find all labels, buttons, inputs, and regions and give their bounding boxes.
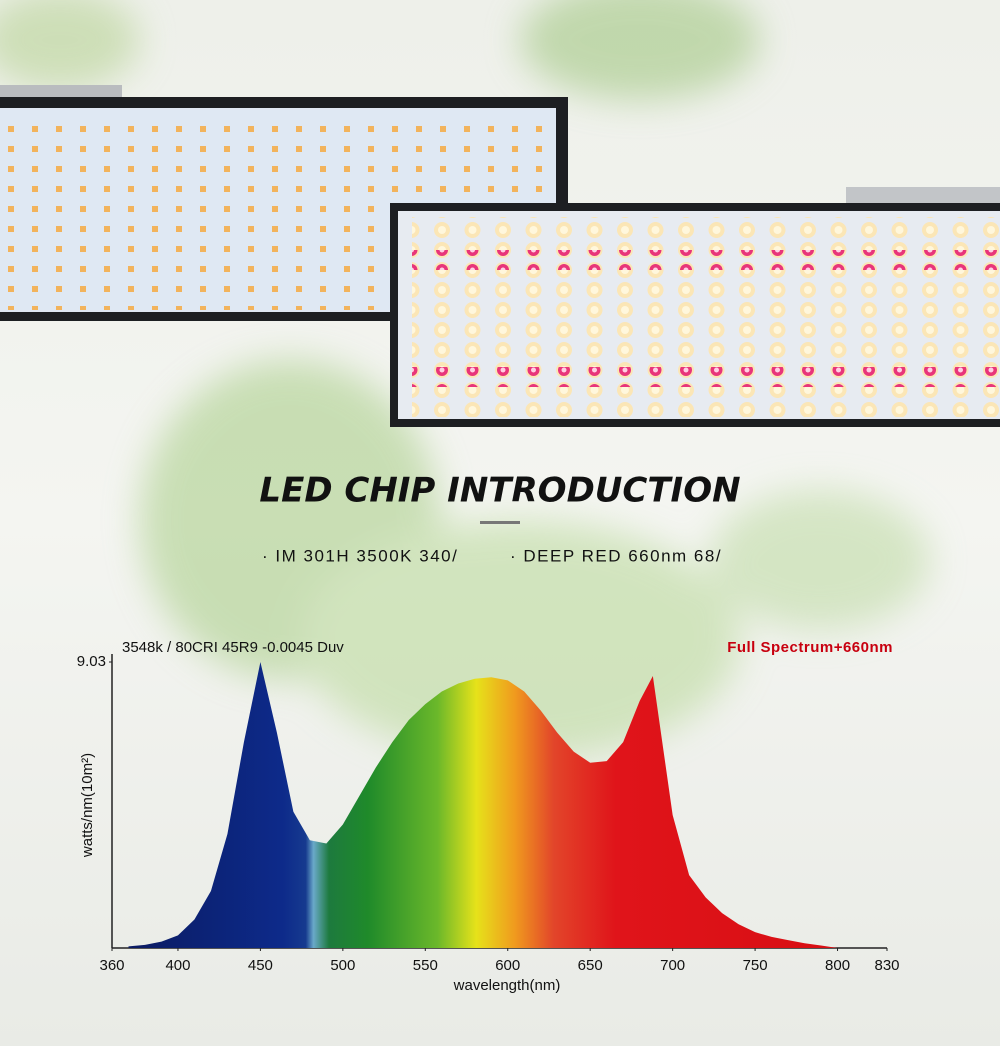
y-axis-label: watts/nm(10m²) <box>79 753 96 858</box>
x-tick-label: 500 <box>330 957 355 974</box>
spectrum-area <box>128 662 838 948</box>
x-tick-label: 700 <box>660 957 685 974</box>
x-axis-label: wavelength(nm) <box>453 977 561 994</box>
x-tick-label: 750 <box>743 957 768 974</box>
red-chips <box>412 250 1000 270</box>
x-tick-label: 360 <box>99 957 124 974</box>
x-tick-label: 450 <box>248 957 273 974</box>
x-tick-label: 600 <box>495 957 520 974</box>
panel-handle <box>846 187 1000 205</box>
section-title: LED CHIP INTRODUCTION <box>259 471 740 511</box>
annotation: Full Spectrum+660nm <box>727 639 893 656</box>
bullet: · IM 301H 3500K 340/ <box>262 546 458 565</box>
bullet: · DEEP RED 660nm 68/ <box>510 546 722 565</box>
lettuce-background <box>0 0 930 760</box>
red-chips <box>412 367 1000 387</box>
y-tick-label: 9.03 <box>77 653 106 670</box>
x-tick-label: 550 <box>413 957 438 974</box>
x-tick-label: 800 <box>825 957 850 974</box>
title-underline <box>480 521 520 524</box>
annotation: 3548k / 80CRI 45R9 -0.0045 Duv <box>122 639 344 656</box>
x-tick-label: 650 <box>578 957 603 974</box>
x-tick-label: 830 <box>874 957 899 974</box>
x-tick-label: 400 <box>165 957 190 974</box>
panel-handle <box>0 85 122 99</box>
